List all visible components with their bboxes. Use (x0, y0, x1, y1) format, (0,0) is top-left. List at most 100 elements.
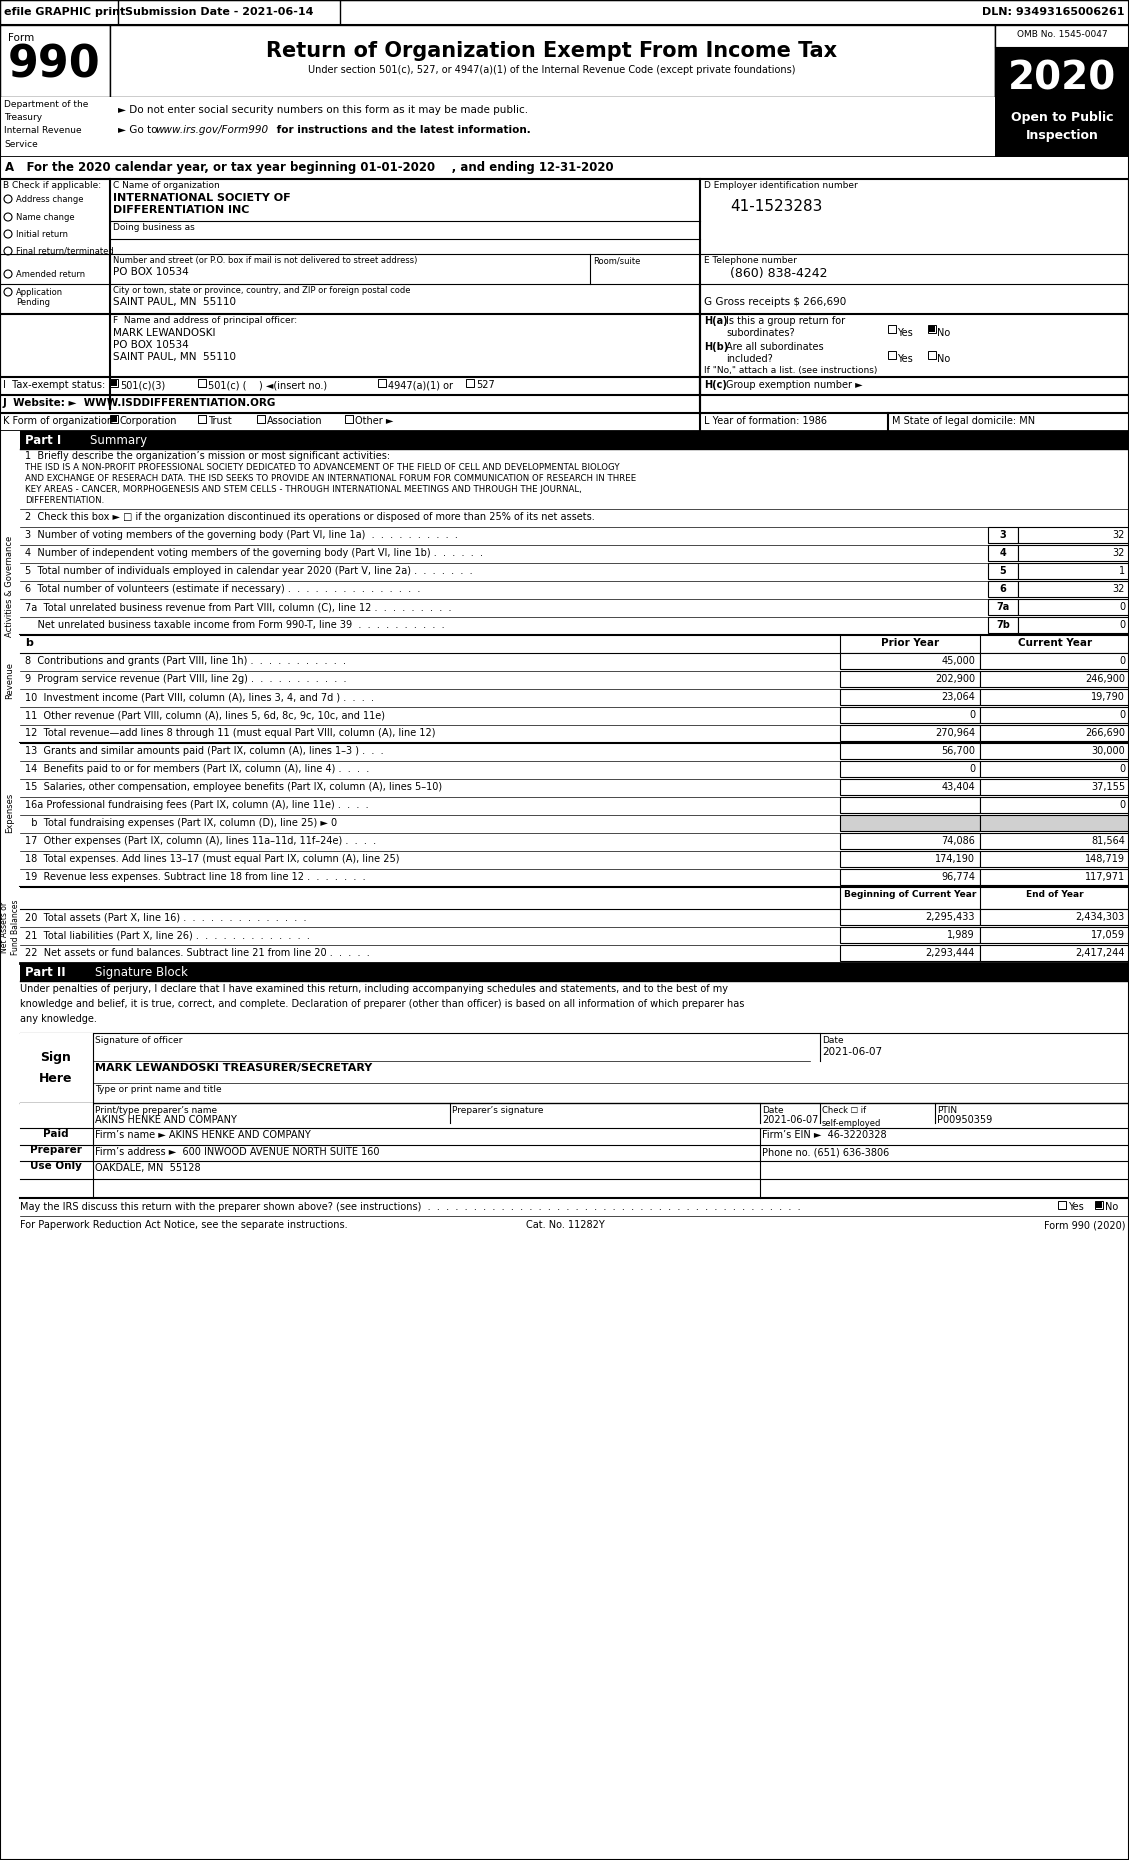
Text: THE ISD IS A NON-PROFIT PROFESSIONAL SOCIETY DEDICATED TO ADVANCEMENT OF THE FIE: THE ISD IS A NON-PROFIT PROFESSIONAL SOC… (25, 463, 620, 472)
Bar (980, 653, 1129, 670)
Text: Name change: Name change (16, 214, 75, 221)
Text: Date: Date (822, 1036, 843, 1045)
Bar (988, 526, 1018, 543)
Bar (0, 742, 20, 883)
Text: Prior Year: Prior Year (881, 638, 939, 647)
Bar (980, 688, 1129, 705)
Text: Beginning of Current Year: Beginning of Current Year (843, 889, 977, 898)
Bar (980, 671, 1129, 686)
Text: b  Total fundraising expenses (Part IX, column (D), line 25) ► 0: b Total fundraising expenses (Part IX, c… (25, 818, 338, 828)
Text: 990: 990 (8, 43, 100, 86)
Text: 2021-06-07: 2021-06-07 (762, 1114, 819, 1125)
Bar (1018, 545, 1129, 562)
Text: 7a  Total unrelated business revenue from Part VIII, column (C), line 12 .  .  .: 7a Total unrelated business revenue from… (25, 603, 452, 612)
Bar (980, 815, 1129, 831)
Text: 2,293,444: 2,293,444 (926, 949, 975, 958)
Bar (345, 415, 353, 422)
Text: 0: 0 (1119, 603, 1124, 612)
Text: Firm’s name ► AKINS HENKE AND COMPANY: Firm’s name ► AKINS HENKE AND COMPANY (95, 1131, 310, 1140)
Text: Group exemption number ►: Group exemption number ► (726, 379, 863, 391)
Bar (0, 156, 1129, 179)
Text: 32: 32 (1112, 584, 1124, 593)
Text: Part I: Part I (25, 433, 61, 446)
Text: Summary: Summary (75, 433, 147, 446)
Text: Current Year: Current Year (1018, 638, 1092, 647)
Text: 45,000: 45,000 (942, 657, 975, 666)
Text: included?: included? (726, 353, 772, 365)
Text: 2,295,433: 2,295,433 (926, 911, 975, 923)
Text: 56,700: 56,700 (940, 746, 975, 755)
Bar (110, 24, 995, 97)
Text: 12  Total revenue—add lines 8 through 11 (must equal Part VIII, column (A), line: 12 Total revenue—add lines 8 through 11 … (25, 727, 436, 738)
Text: D Employer identification number: D Employer identification number (704, 180, 858, 190)
Text: Cat. No. 11282Y: Cat. No. 11282Y (526, 1220, 604, 1229)
Text: B Check if applicable:: B Check if applicable: (3, 180, 102, 190)
Text: For Paperwork Reduction Act Notice, see the separate instructions.: For Paperwork Reduction Act Notice, see … (20, 1220, 348, 1229)
Text: 1: 1 (1119, 565, 1124, 577)
Bar (0, 0, 1129, 24)
Text: 8  Contributions and grants (Part VIII, line 1h) .  .  .  .  .  .  .  .  .  .  .: 8 Contributions and grants (Part VIII, l… (25, 657, 345, 666)
Bar (980, 869, 1129, 885)
Text: 15  Salaries, other compensation, employee benefits (Part IX, column (A), lines : 15 Salaries, other compensation, employe… (25, 781, 443, 792)
Text: M State of legal domicile: MN: M State of legal domicile: MN (892, 417, 1035, 426)
Bar (980, 910, 1129, 924)
Text: 11  Other revenue (Part VIII, column (A), lines 5, 6d, 8c, 9c, 10c, and 11e): 11 Other revenue (Part VIII, column (A),… (25, 711, 385, 720)
Text: 3: 3 (999, 530, 1006, 539)
Text: G Gross receipts $ 266,690: G Gross receipts $ 266,690 (704, 298, 847, 307)
Bar (1095, 1202, 1103, 1209)
Text: 17,059: 17,059 (1091, 930, 1124, 939)
Text: If "No," attach a list. (see instructions): If "No," attach a list. (see instruction… (704, 366, 877, 376)
Text: Paid
Preparer
Use Only: Paid Preparer Use Only (30, 1129, 82, 1172)
Bar (840, 852, 980, 867)
Text: MARK LEWANDOSKI TREASURER/SECRETARY: MARK LEWANDOSKI TREASURER/SECRETARY (95, 1064, 373, 1073)
Text: 5: 5 (999, 565, 1006, 577)
Text: Under penalties of perjury, I declare that I have examined this return, includin: Under penalties of perjury, I declare th… (20, 984, 744, 1023)
Text: 20  Total assets (Part X, line 16) .  .  .  .  .  .  .  .  .  .  .  .  .  .: 20 Total assets (Part X, line 16) . . . … (25, 911, 306, 923)
Text: 9  Program service revenue (Part VIII, line 2g) .  .  .  .  .  .  .  .  .  .  .: 9 Program service revenue (Part VIII, li… (25, 673, 347, 684)
Text: Activities & Governance: Activities & Governance (6, 536, 15, 636)
Text: Return of Organization Exempt From Income Tax: Return of Organization Exempt From Incom… (266, 41, 838, 61)
Text: 6: 6 (999, 584, 1006, 593)
Text: Doing business as: Doing business as (113, 223, 194, 232)
Bar (980, 852, 1129, 867)
Text: Other ►: Other ► (355, 417, 393, 426)
Text: 13  Grants and similar amounts paid (Part IX, column (A), lines 1–3 ) .  .  .: 13 Grants and similar amounts paid (Part… (25, 746, 384, 755)
Text: 32: 32 (1112, 530, 1124, 539)
Text: Yes: Yes (1068, 1202, 1084, 1213)
Text: Form 990 (2020): Form 990 (2020) (1043, 1220, 1124, 1229)
Text: for instructions and the latest information.: for instructions and the latest informat… (273, 125, 531, 136)
Text: End of Year: End of Year (1026, 889, 1084, 898)
Text: 2,434,303: 2,434,303 (1076, 911, 1124, 923)
Bar (928, 326, 936, 333)
Text: 0: 0 (1119, 619, 1124, 631)
Text: Is this a group return for: Is this a group return for (726, 316, 846, 326)
Text: Net unrelated business taxable income from Form 990-T, line 39  .  .  .  .  .  .: Net unrelated business taxable income fr… (25, 619, 445, 631)
Text: 270,964: 270,964 (935, 727, 975, 738)
Bar (1018, 526, 1129, 543)
Text: SAINT PAUL, MN  55110: SAINT PAUL, MN 55110 (113, 352, 236, 363)
Bar (20, 1103, 93, 1198)
Bar (840, 910, 980, 924)
Text: Are all subordinates: Are all subordinates (726, 342, 824, 352)
Text: 1  Briefly describe the organization’s mission or most significant activities:: 1 Briefly describe the organization’s mi… (25, 450, 391, 461)
Text: Yes: Yes (898, 353, 912, 365)
Text: OMB No. 1545-0047: OMB No. 1545-0047 (1017, 30, 1108, 39)
Text: Print/type preparer’s name: Print/type preparer’s name (95, 1107, 217, 1114)
Text: 19  Revenue less expenses. Subtract line 18 from line 12 .  .  .  .  .  .  .: 19 Revenue less expenses. Subtract line … (25, 872, 366, 882)
Bar (840, 653, 980, 670)
Bar (0, 634, 20, 725)
Bar (840, 761, 980, 777)
Text: 23,064: 23,064 (942, 692, 975, 701)
Text: 7a: 7a (997, 603, 1009, 612)
Bar (840, 742, 980, 759)
Bar (980, 926, 1129, 943)
Bar (110, 415, 119, 422)
Bar (1018, 564, 1129, 578)
Bar (889, 326, 896, 333)
Text: (860) 838-4242: (860) 838-4242 (730, 268, 828, 281)
Bar (840, 779, 980, 794)
Text: 117,971: 117,971 (1085, 872, 1124, 882)
Bar (840, 671, 980, 686)
Text: PO BOX 10534: PO BOX 10534 (113, 340, 189, 350)
Bar (840, 833, 980, 848)
